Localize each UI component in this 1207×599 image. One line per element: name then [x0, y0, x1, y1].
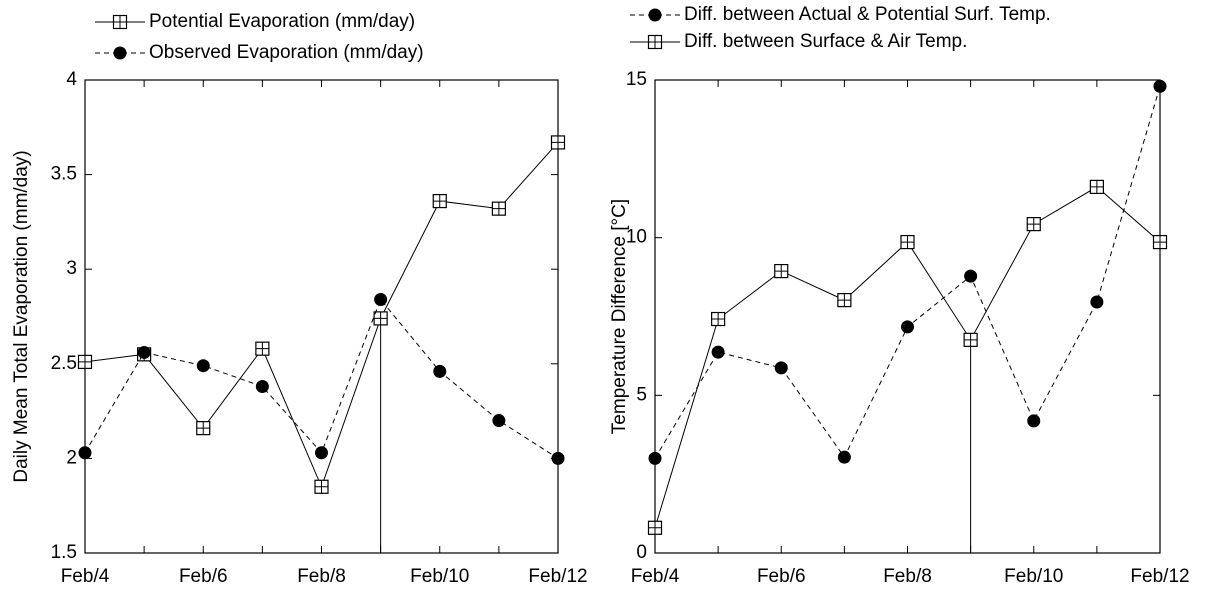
marker-cross: [774, 264, 788, 278]
marker: [711, 345, 725, 359]
x-tick-label: Feb/6: [179, 566, 228, 587]
legend-label: Diff. between Actual & Potential Surf. T…: [684, 4, 1051, 25]
marker-cross: [648, 521, 662, 535]
series-line: [84, 298, 559, 459]
legend-label: Potential Evaporation (mm/day): [149, 11, 415, 32]
marker: [137, 345, 151, 359]
x-tick-label: Feb/6: [757, 566, 806, 587]
x-tick-label: Feb/4: [631, 566, 680, 587]
x-tick-label: Feb/10: [1004, 566, 1063, 587]
marker: [774, 361, 788, 375]
marker-cross: [551, 135, 565, 149]
legend-label: Diff. between Surface & Air Temp.: [684, 31, 967, 52]
marker-cross: [492, 202, 506, 216]
marker: [837, 450, 851, 464]
marker-cross: [113, 15, 127, 29]
marker-cross: [255, 342, 269, 356]
marker: [113, 46, 127, 60]
marker-cross: [711, 312, 725, 326]
marker: [196, 359, 210, 373]
y-tick-label: 2: [66, 447, 77, 468]
marker-cross: [901, 235, 914, 249]
y-tick-label: 15: [626, 69, 647, 90]
marker-cross: [374, 311, 388, 325]
marker-cross: [1153, 235, 1167, 249]
marker-cross: [837, 293, 851, 307]
marker: [1090, 295, 1104, 309]
x-tick-label: Feb/12: [1130, 566, 1189, 587]
legend-label: Observed Evaporation (mm/day): [149, 42, 424, 63]
chart: 1.5 2 2.5 3 3.5 4 Feb/4 Feb/6 Feb/8 Feb/10 Feb/12 D…: [11, 11, 588, 587]
chart: 0 5 10 15 Feb/4 Feb/6 Feb/8 Feb/10 Feb/12 Tempera…: [609, 4, 1190, 587]
x-tick-label: Feb/8: [883, 566, 932, 587]
y-axis-label: Temperature Difference [°C]: [609, 199, 630, 434]
y-tick-label: 3: [66, 258, 77, 279]
series-line: [84, 142, 559, 489]
marker: [648, 451, 662, 465]
y-tick-label: 3.5: [51, 164, 77, 185]
marker-cross: [964, 333, 978, 347]
marker: [1153, 79, 1167, 93]
marker-cross: [648, 35, 662, 49]
marker: [315, 446, 328, 460]
y-tick-label: 5: [636, 384, 647, 405]
marker: [551, 451, 565, 465]
marker: [255, 380, 269, 394]
marker: [1027, 414, 1041, 428]
marker: [901, 320, 914, 334]
series-line: [654, 86, 1161, 459]
marker-cross: [1027, 217, 1041, 231]
x-tick-label: Feb/10: [410, 566, 469, 587]
x-tick-label: Feb/8: [297, 566, 346, 587]
plot-frame: [654, 79, 1161, 554]
y-tick-label: 4: [66, 69, 77, 90]
marker: [374, 292, 388, 306]
marker: [648, 8, 662, 22]
y-tick-label: 0: [636, 542, 647, 563]
y-tick-label: 10: [626, 227, 647, 248]
marker-cross: [1090, 180, 1104, 194]
x-tick-label: Feb/12: [528, 566, 587, 587]
marker: [964, 269, 978, 283]
marker: [78, 446, 92, 460]
y-tick-label: 2.5: [51, 353, 77, 374]
marker-cross: [433, 194, 447, 208]
marker: [433, 364, 447, 378]
y-tick-label: 1.5: [51, 542, 77, 563]
marker-cross: [196, 421, 210, 435]
marker-cross: [315, 480, 328, 494]
marker: [492, 414, 506, 428]
x-tick-label: Feb/4: [61, 566, 110, 587]
marker-cross: [78, 355, 92, 369]
y-axis-label: Daily Mean Total Evaporation (mm/day): [11, 150, 32, 482]
